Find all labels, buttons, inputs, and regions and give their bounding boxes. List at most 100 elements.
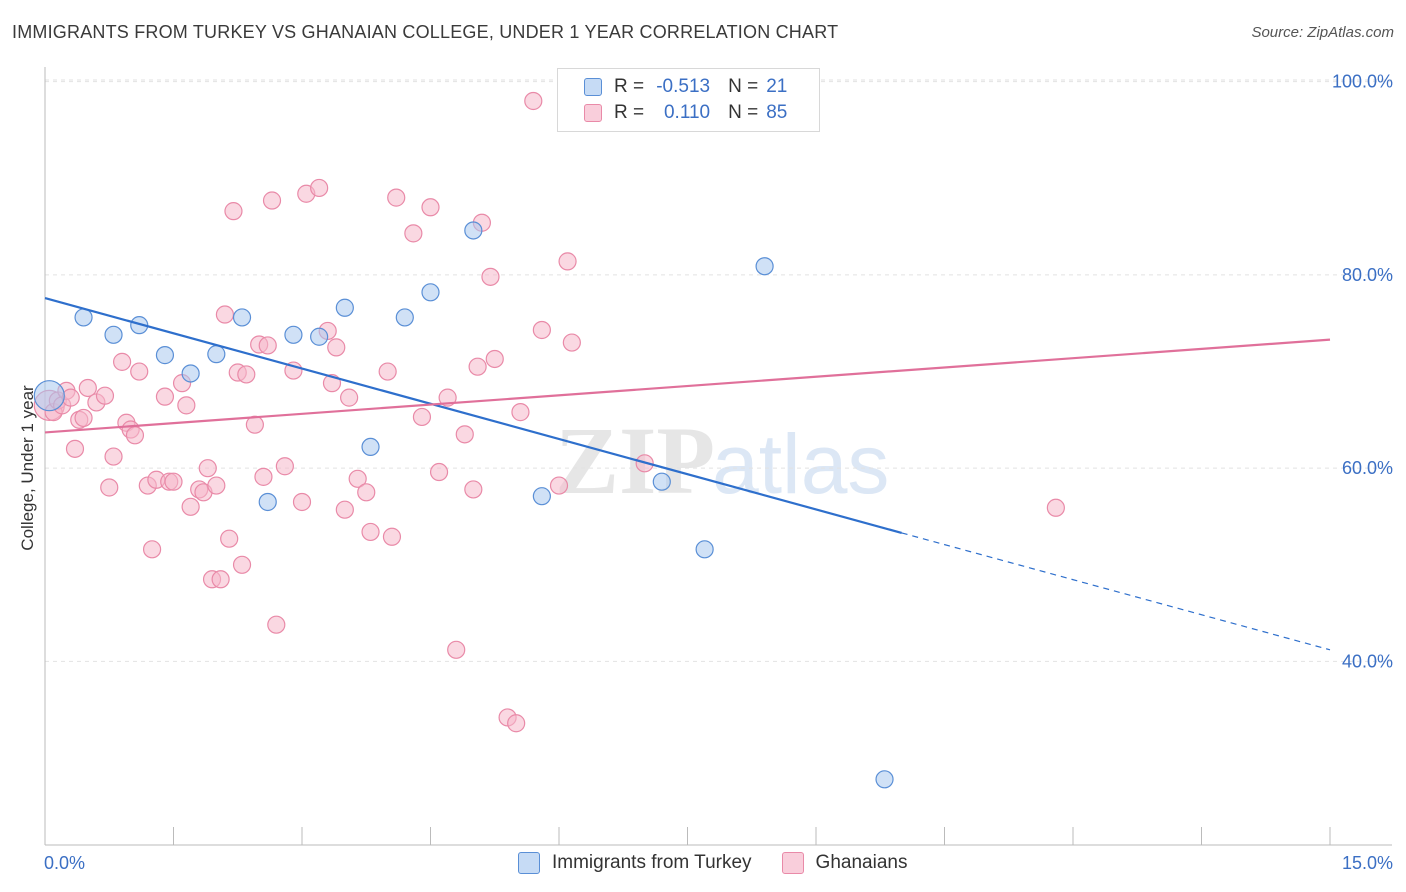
ghanaian-point xyxy=(1046,498,1065,517)
ghanaian-point xyxy=(65,439,85,458)
ghanaian-point xyxy=(142,540,162,559)
ghanaian-point xyxy=(447,640,466,659)
turkey-point xyxy=(74,308,93,327)
ghanaian-trend-line xyxy=(44,338,1331,434)
turkey-swatch xyxy=(584,78,602,96)
series-legend: Immigrants from Turkey Ghanaians xyxy=(518,852,937,874)
ghanaian-point xyxy=(211,570,230,589)
stats-row-turkey: R = -0.513 N = 21 xyxy=(584,75,805,99)
ghanaian-point xyxy=(224,202,243,221)
y-tick-label: 40.0% xyxy=(1342,651,1393,671)
r-label: R = xyxy=(614,76,645,97)
ghanaian-point xyxy=(262,191,282,210)
ghanaians-swatch xyxy=(584,104,602,122)
legend-item-ghanaians[interactable]: Ghanaians xyxy=(781,852,908,874)
ghanaian-point xyxy=(254,467,273,486)
ghanaian-point xyxy=(549,476,569,495)
ghanaian-point xyxy=(335,500,354,519)
ghanaian-point xyxy=(215,305,234,324)
ghanaian-point xyxy=(237,365,256,384)
turkey-trend-line xyxy=(44,297,902,534)
ghanaian-point xyxy=(378,362,397,381)
n-label: N = xyxy=(728,102,759,123)
x-tick-label: 0.0% xyxy=(44,853,85,873)
turkey-point xyxy=(652,472,671,491)
ghanaian-point xyxy=(361,522,380,542)
ghanaian-point xyxy=(100,478,119,497)
ghanaian-point xyxy=(404,224,423,243)
ghanaian-point xyxy=(112,352,132,371)
turkey-point xyxy=(207,345,226,364)
legend-label: Immigrants from Turkey xyxy=(552,852,752,873)
ghanaian-point xyxy=(267,615,286,634)
n-value: 85 xyxy=(766,102,788,123)
ghanaian-point xyxy=(232,555,252,574)
turkey-swatch xyxy=(518,852,540,874)
x-tick-label: 15.0% xyxy=(1342,853,1393,873)
chart-title: IMMIGRANTS FROM TURKEY VS GHANAIAN COLLE… xyxy=(12,22,839,42)
ghanaian-point xyxy=(468,357,487,376)
r-label: R = xyxy=(614,102,645,123)
ghanaian-point xyxy=(74,408,93,428)
turkey-point xyxy=(104,325,123,344)
ghanaian-point xyxy=(485,349,504,369)
ghanaian-point xyxy=(95,386,115,405)
r-value: 0.110 xyxy=(663,102,711,123)
ghanaian-point xyxy=(558,252,577,271)
r-value: -0.513 xyxy=(656,76,711,97)
ghanaian-point xyxy=(382,527,402,546)
ghanaian-point xyxy=(507,714,526,733)
ghanaian-point xyxy=(481,267,500,286)
turkey-point xyxy=(232,308,252,327)
turkey-point xyxy=(421,283,440,302)
turkey-point xyxy=(532,487,551,506)
n-label: N = xyxy=(728,76,759,97)
ghanaian-point xyxy=(327,338,346,357)
ghanaian-point xyxy=(275,457,294,476)
ghanaian-point xyxy=(387,188,406,207)
watermark-atlas: atlas xyxy=(712,417,889,511)
ghanaian-point xyxy=(562,333,581,352)
ghanaian-point xyxy=(181,497,200,516)
ghanaian-point xyxy=(220,529,239,548)
ghanaian-point xyxy=(429,462,449,482)
turkey-point xyxy=(695,540,714,559)
turkey-point xyxy=(755,257,774,276)
ghanaian-point xyxy=(310,178,329,198)
ghanaians-swatch xyxy=(781,852,804,874)
turkey-point xyxy=(395,308,414,327)
ghanaian-point xyxy=(412,407,432,427)
ghanaian-point xyxy=(340,388,359,407)
turkey-point xyxy=(361,437,380,457)
y-tick-label: 60.0% xyxy=(1342,458,1393,478)
turkey-point xyxy=(33,380,65,412)
turkey-point xyxy=(875,770,894,789)
ghanaian-point xyxy=(421,198,440,217)
turkey-point xyxy=(258,492,277,512)
ghanaian-point xyxy=(455,425,474,444)
legend-label: Ghanaians xyxy=(815,852,908,873)
turkey-point xyxy=(284,325,303,344)
ghanaian-point xyxy=(207,476,226,495)
stats-row-ghanaians: R = 0.110 N = 85 xyxy=(584,101,805,125)
turkey-point xyxy=(335,298,354,317)
ghanaian-point xyxy=(155,387,175,406)
ghanaian-point xyxy=(532,320,551,340)
ghanaian-point xyxy=(357,483,376,502)
turkey-point xyxy=(155,346,175,365)
turkey-point xyxy=(464,221,483,240)
legend-item-turkey[interactable]: Immigrants from Turkey xyxy=(518,852,752,874)
ghanaian-point xyxy=(511,403,530,422)
ghanaian-point xyxy=(464,480,483,499)
ghanaian-point xyxy=(164,472,183,491)
y-tick-label: 80.0% xyxy=(1342,265,1393,285)
y-tick-label: 100.0% xyxy=(1332,72,1393,92)
ghanaian-point xyxy=(292,492,312,512)
ghanaian-point xyxy=(104,447,123,466)
ghanaian-point xyxy=(130,362,149,381)
ghanaian-point xyxy=(438,388,457,407)
ghanaian-point xyxy=(258,336,277,355)
turkey-trend-extension xyxy=(901,532,1331,651)
ghanaian-point xyxy=(125,426,145,445)
